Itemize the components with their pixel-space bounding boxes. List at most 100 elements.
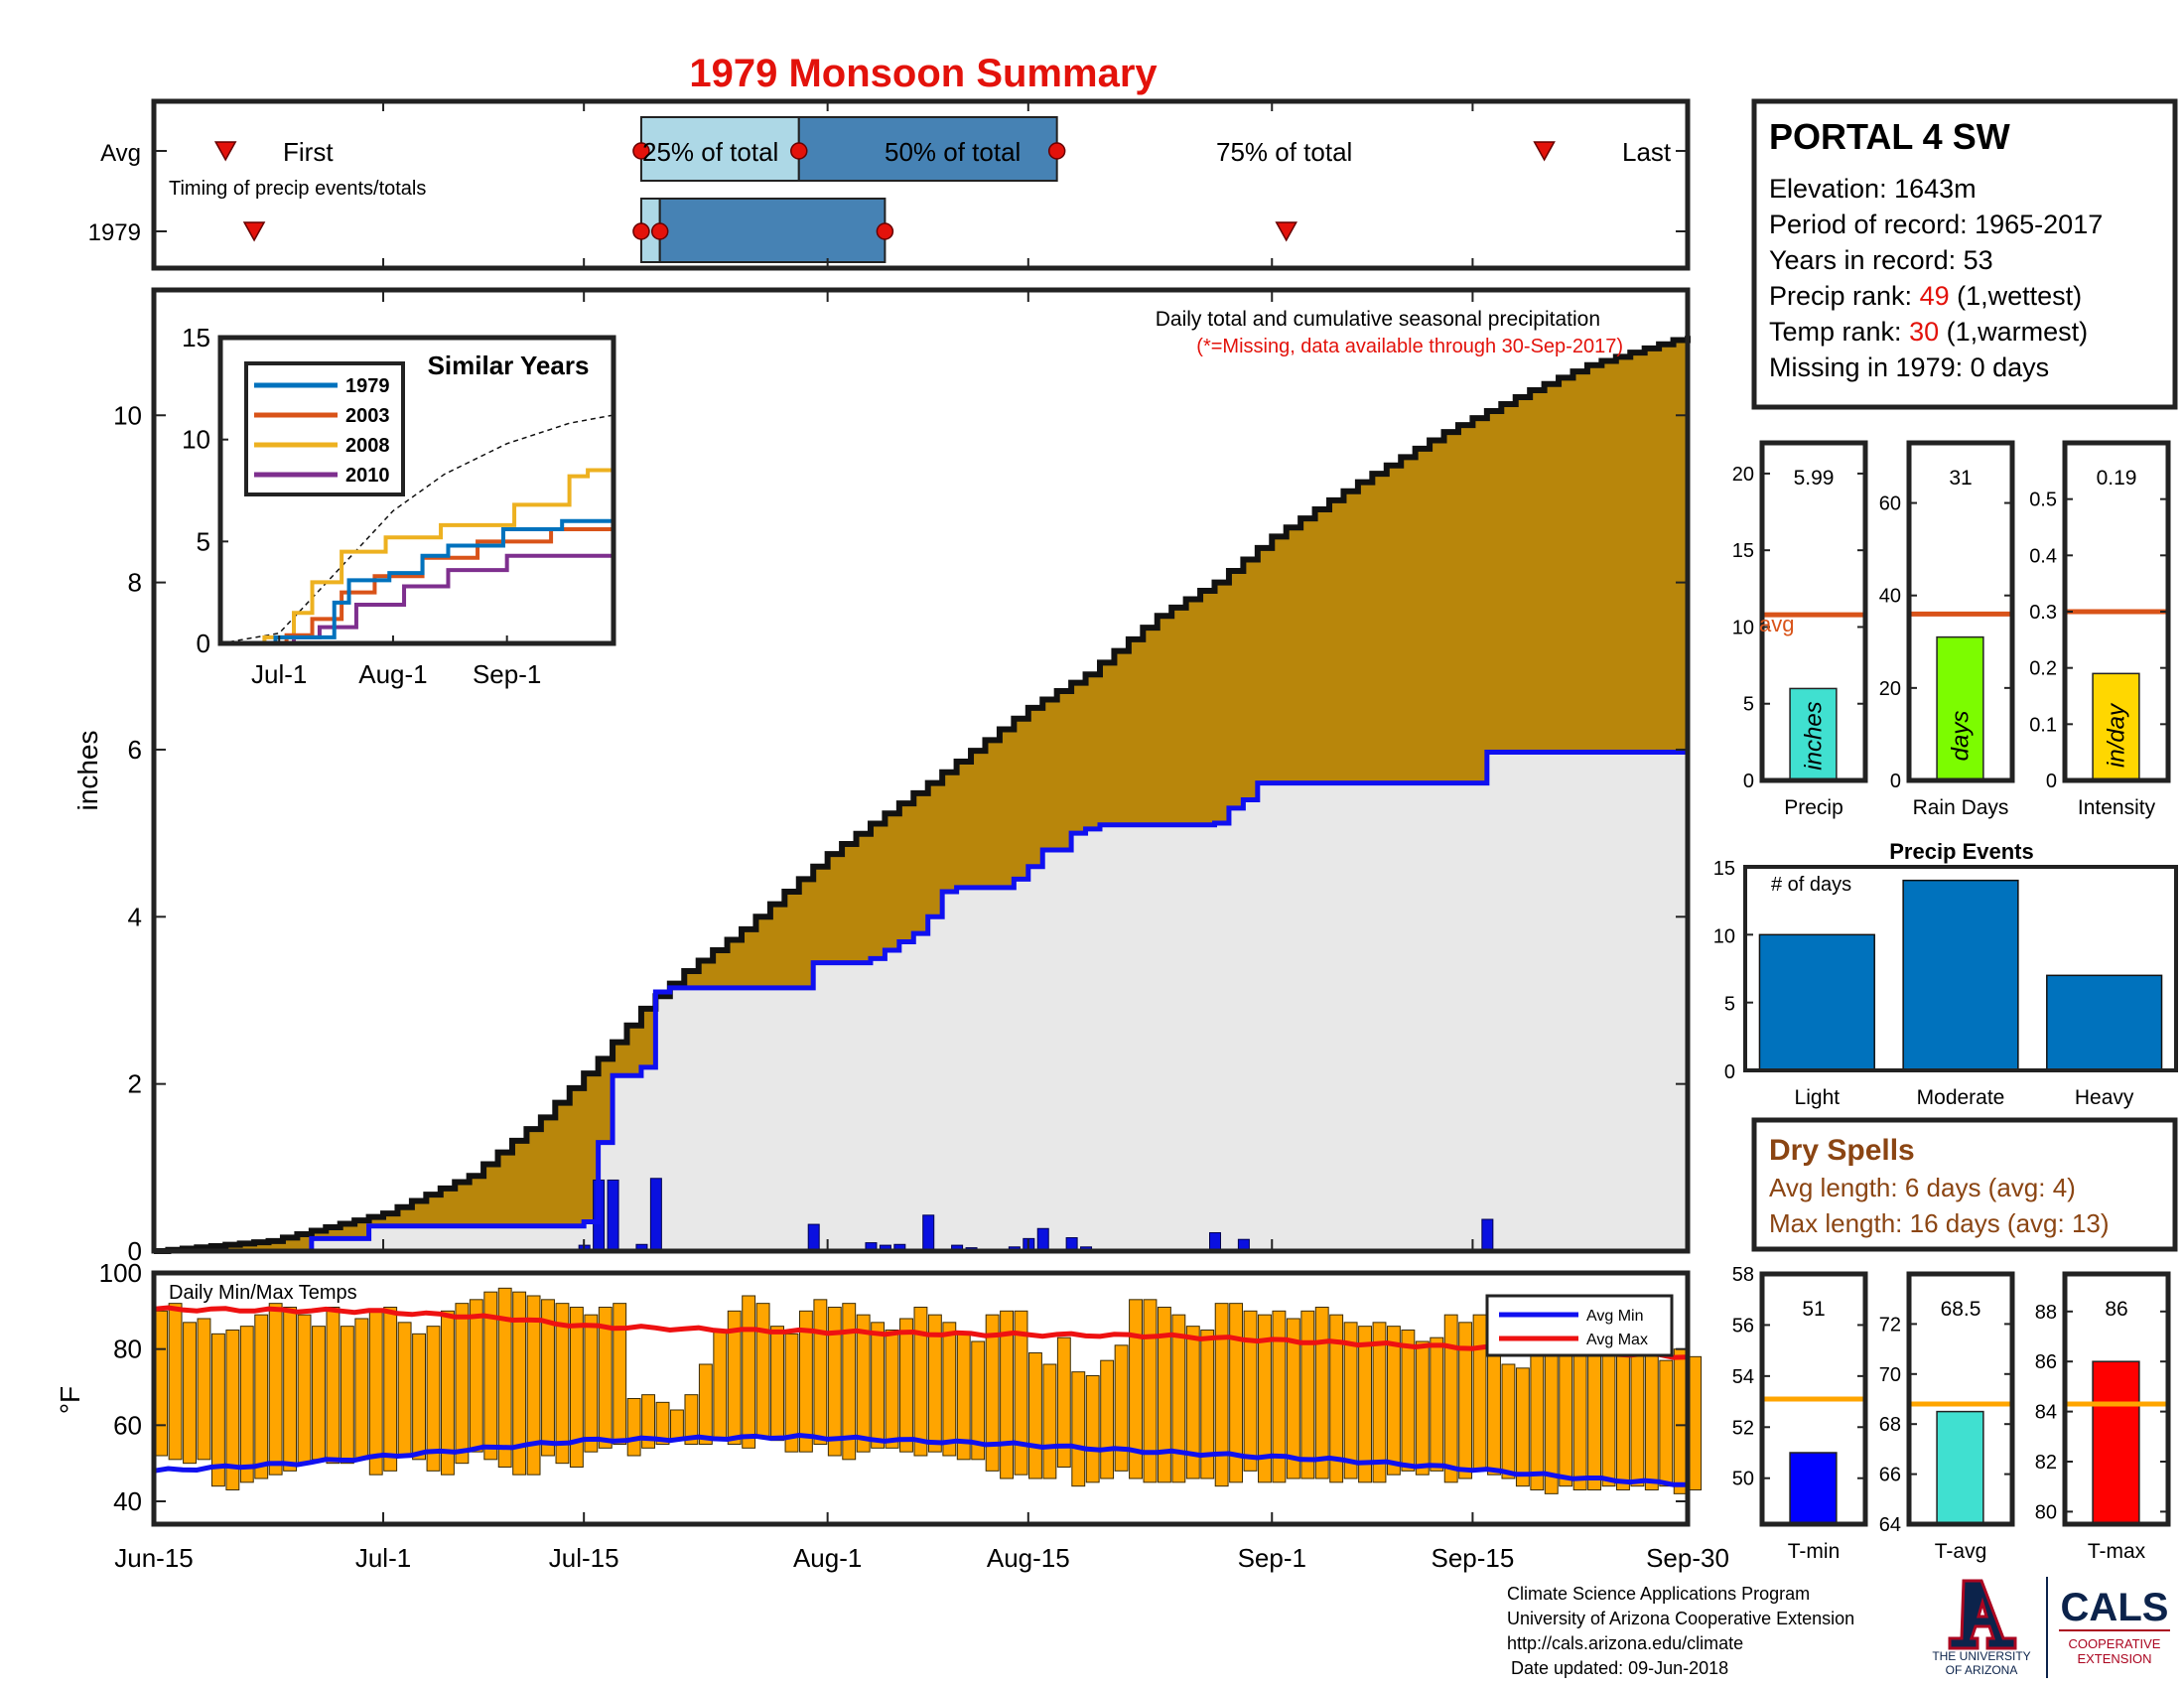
intensity-gauge-tick-label: 0.2 bbox=[2029, 658, 2057, 680]
footer-line1: Climate Science Applications Program bbox=[1507, 1584, 1810, 1604]
avg-cumulative-line bbox=[154, 336, 1691, 1254]
block-a-icon bbox=[1948, 1579, 2017, 1650]
daily-temp-bar bbox=[885, 1330, 899, 1449]
legend-label-2003: 2003 bbox=[345, 405, 390, 427]
tmin-gauge-value: 51 bbox=[1802, 1298, 1825, 1321]
tmin-gauge-label: T-min bbox=[1788, 1540, 1841, 1563]
daily-temp-bar bbox=[1229, 1303, 1244, 1483]
temp-y-tick-label: 60 bbox=[113, 1410, 142, 1440]
precip-gauge-unit: inches bbox=[1800, 701, 1827, 770]
year-last-marker bbox=[1275, 221, 1297, 242]
daily-temp-bar bbox=[1644, 1352, 1659, 1490]
precip-gauge-tick-label: 10 bbox=[1732, 617, 1754, 638]
daily-temp-bar bbox=[1272, 1310, 1287, 1483]
inset-y-tick-label: 15 bbox=[182, 323, 210, 352]
daily-temp-bar bbox=[1143, 1299, 1158, 1483]
precip-events-category-label: Heavy bbox=[2075, 1086, 2134, 1109]
daily-temp-bar bbox=[1559, 1340, 1573, 1487]
tavg-gauge-label: T-avg bbox=[1935, 1540, 1987, 1563]
daily-temp-bar bbox=[368, 1310, 383, 1476]
station-period-value: 1965-2017 bbox=[1975, 210, 2103, 239]
year-first-marker bbox=[242, 221, 266, 242]
station-missing-value: 0 days bbox=[1971, 352, 2050, 382]
x-axis-date-label: Sep-30 bbox=[1646, 1543, 1729, 1573]
daily-temp-bar bbox=[670, 1409, 684, 1442]
daily-temp-bar bbox=[1114, 1344, 1129, 1472]
timing-panel: Avg 1979 Timing of precip events/totals … bbox=[88, 98, 1691, 271]
precip-events-marks: Light Moderate Heavy 0 5 10 15 bbox=[1713, 858, 2163, 1109]
shared-x-axis-labels: Jun-15 Jul-1 Jul-15 Aug-1 Aug-15 Sep-1 Sep-15 S… bbox=[114, 1543, 1729, 1573]
station-elevation-label: Elevation: bbox=[1769, 174, 1894, 204]
precip-gauge-bar bbox=[1789, 687, 1838, 781]
temps-title: Daily Min/Max Temps bbox=[169, 1282, 357, 1304]
daily-temp-bar bbox=[1415, 1340, 1430, 1476]
inset-x-tick-label: Sep-1 bbox=[473, 659, 541, 689]
cals-logo-line1: COOPERATIVE bbox=[2069, 1636, 2161, 1651]
raindays-gauge-bar bbox=[1936, 635, 1984, 781]
daily-temp-bar bbox=[469, 1299, 483, 1453]
daily-temp-bar bbox=[1501, 1363, 1516, 1479]
daily-temp-bar bbox=[483, 1291, 498, 1461]
q50-label: 50% of total bbox=[885, 137, 1021, 167]
daily-temp-bar bbox=[1314, 1307, 1329, 1479]
year-cumulative-area bbox=[154, 750, 1688, 1251]
avg-min-legend-label: Avg Min bbox=[1586, 1308, 1644, 1325]
precip-y-tick-label: 4 bbox=[128, 902, 142, 931]
station-years-label: Years in record: bbox=[1769, 245, 1964, 275]
precip-rank-value: 49 bbox=[1920, 281, 1950, 311]
daily-temp-bar bbox=[598, 1307, 613, 1449]
precip-plot-frame bbox=[151, 287, 1691, 1254]
daily-temp-bar bbox=[154, 1310, 169, 1457]
timing-marks bbox=[153, 103, 1689, 266]
precip-gauge-tick-label: 0 bbox=[1743, 771, 1754, 792]
similar-years-legend-items: 1979 2003 2008 2010 bbox=[254, 375, 390, 487]
daily-temp-bar bbox=[842, 1303, 857, 1461]
tavg-gauge-tick-label: 72 bbox=[1879, 1314, 1901, 1336]
dry-spells-title: Dry Spells bbox=[1769, 1134, 1915, 1167]
daily-temp-bar bbox=[684, 1394, 699, 1445]
tmax-gauge-frame bbox=[2062, 1271, 2171, 1527]
precip-events-ylabel: # of days bbox=[1771, 874, 1851, 896]
daily-temp-bar bbox=[742, 1295, 756, 1449]
temp-rank-label: Temp rank: bbox=[1769, 317, 1909, 347]
daily-temp-bar bbox=[1515, 1367, 1530, 1487]
intensity-gauge-tick-label: 0.1 bbox=[2029, 714, 2057, 736]
raindays-gauge-value: 31 bbox=[1949, 467, 1972, 490]
daily-precip-bar bbox=[1481, 1218, 1494, 1252]
inset-y-tick-label: 0 bbox=[197, 629, 210, 658]
station-name: PORTAL 4 SW bbox=[1769, 116, 2010, 157]
daily-temp-bar bbox=[1372, 1322, 1387, 1483]
daily-temp-bar bbox=[383, 1307, 398, 1472]
intensity-gauge-label: Intensity bbox=[2078, 796, 2156, 819]
daily-temp-bar bbox=[1100, 1359, 1115, 1479]
temp-y-tick-label: 80 bbox=[113, 1335, 142, 1364]
avg-q50-q75-box bbox=[797, 116, 1058, 182]
precip-events-bar bbox=[2046, 974, 2163, 1071]
daily-temp-bar bbox=[455, 1303, 470, 1465]
daily-temp-bar bbox=[1056, 1336, 1071, 1468]
tmax-gauge-tick-label: 80 bbox=[2035, 1501, 2057, 1523]
timing-row-avg-label: Avg bbox=[100, 140, 141, 167]
daily-temp-bar bbox=[168, 1303, 183, 1461]
raindays-gauge-tick-label: 40 bbox=[1879, 586, 1901, 608]
tavg-gauge-tick-label: 68 bbox=[1879, 1414, 1901, 1436]
intensity-gauge-tick-label: 0.5 bbox=[2029, 490, 2057, 511]
inset-x-tick-label: Aug-1 bbox=[358, 659, 427, 689]
station-years: Years in record: 53 bbox=[1769, 245, 1993, 275]
station-missing-label: Missing in 1979: bbox=[1769, 352, 1971, 382]
daily-temp-bar bbox=[312, 1326, 326, 1461]
inset-series-line-2008 bbox=[220, 468, 615, 645]
avg-last-marker bbox=[1533, 141, 1556, 162]
avg-q50-marker bbox=[790, 142, 808, 160]
station-precip-rank: Precip rank: 49 (1,wettest) bbox=[1769, 281, 2082, 311]
daily-temp-bar bbox=[197, 1318, 211, 1461]
daily-temp-bar bbox=[985, 1314, 1000, 1472]
daily-precip-bar bbox=[649, 1178, 662, 1252]
tmax-gauge-tick-label: 84 bbox=[2035, 1402, 2057, 1424]
precip-y-axis-label: inches bbox=[72, 731, 103, 811]
daily-temp-bar bbox=[239, 1326, 254, 1483]
daily-temp-bar bbox=[1129, 1299, 1143, 1479]
precip-events-category-label: Light bbox=[1795, 1086, 1841, 1109]
precip-events-frame bbox=[1743, 865, 2178, 1072]
daily-temp-bar bbox=[526, 1295, 541, 1476]
